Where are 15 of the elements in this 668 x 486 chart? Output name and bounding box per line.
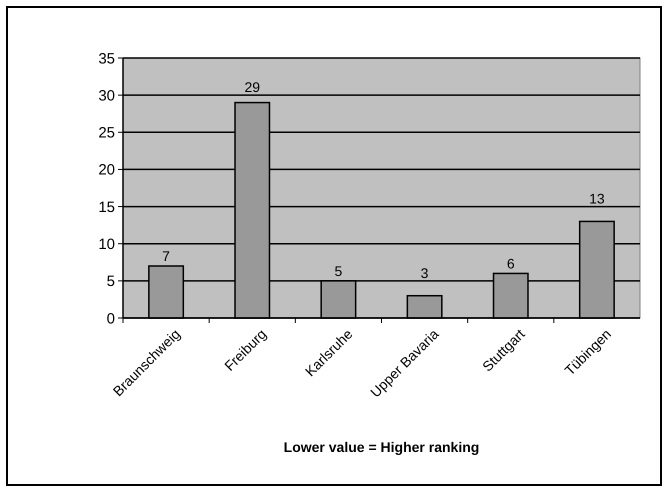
y-tick-label: 25 (98, 124, 115, 142)
y-tick-label: 10 (98, 236, 115, 253)
y-tick-label: 0 (106, 310, 115, 328)
data-label: 29 (244, 79, 260, 96)
y-tick-label: 5 (106, 273, 115, 290)
data-label: 13 (589, 190, 605, 207)
y-tick-label: 35 (98, 50, 115, 68)
data-label: 6 (506, 255, 515, 272)
data-label: 3 (420, 264, 429, 281)
data-label: 7 (162, 248, 170, 264)
y-tick-label: 15 (98, 198, 115, 216)
data-label: 5 (334, 262, 343, 279)
y-tick-label: 20 (98, 162, 115, 179)
x-axis-title: Lower value = Higher ranking (284, 439, 480, 455)
y-tick-label: 30 (98, 87, 115, 104)
